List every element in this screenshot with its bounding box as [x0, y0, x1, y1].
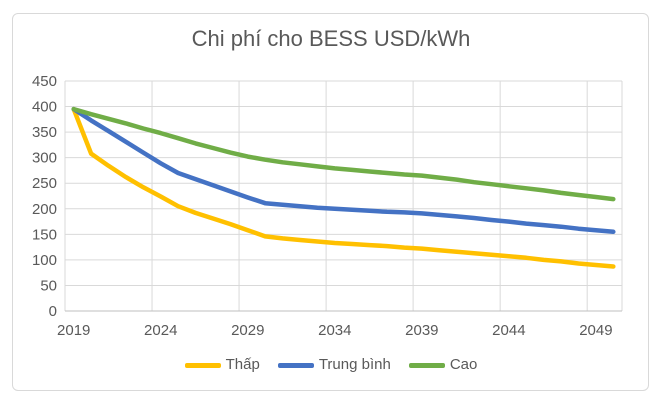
y-axis-label: 250 [32, 175, 57, 192]
x-axis-label: 2019 [57, 322, 90, 339]
y-axis-label: 0 [49, 303, 57, 320]
x-axis-label: 2039 [405, 322, 438, 339]
x-axis-label: 2049 [579, 322, 612, 339]
legend-label: Cao [449, 356, 478, 373]
x-axis-label: 2024 [144, 322, 177, 339]
y-axis-label: 300 [32, 150, 57, 167]
series-line-thấp [71, 106, 616, 269]
y-axis-label: 50 [40, 277, 57, 294]
chart-frame [12, 13, 649, 391]
legend-item-trung-bình: Trung bình [277, 356, 391, 374]
chart-title: Chi phí cho BESS USD/kWh [191, 26, 471, 51]
x-axis-label: 2044 [492, 322, 525, 339]
legend-item-cao: Cao [408, 356, 478, 374]
y-axis-label: 150 [32, 226, 57, 243]
legend-line-icon [184, 362, 221, 368]
x-axis-label: 2034 [318, 322, 351, 339]
x-axis-label: 2029 [231, 322, 264, 339]
legend-item-thấp: Thấp [184, 356, 260, 374]
series-line-trung-bình [71, 106, 616, 235]
legend-line-icon [408, 362, 445, 368]
series-line-cao [71, 106, 616, 202]
legend: Thấp Trung bình Cao [0, 356, 662, 374]
legend-label: Thấp [225, 356, 260, 373]
y-axis-label: 100 [32, 252, 57, 269]
y-axis-label: 400 [32, 99, 57, 116]
legend-line-icon [277, 362, 314, 368]
legend-label: Trung bình [318, 356, 391, 373]
y-axis-label: 200 [32, 201, 57, 218]
y-axis-label: 350 [32, 124, 57, 141]
y-axis-label: 450 [32, 73, 57, 90]
